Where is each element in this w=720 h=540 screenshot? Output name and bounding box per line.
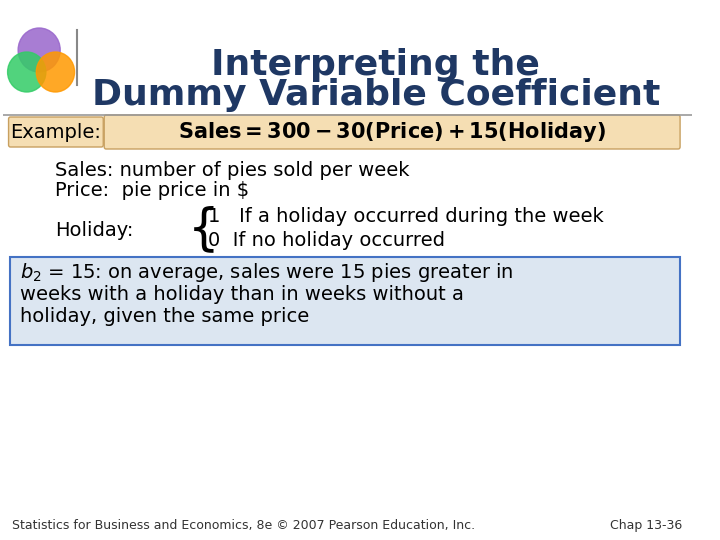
Text: $\mathbf{Sales = 300 - 30(Price) + 15(Holiday)}$: $\mathbf{Sales = 300 - 30(Price) + 15(Ho… (179, 120, 606, 144)
Text: 0  If no holiday occurred: 0 If no holiday occurred (209, 231, 446, 249)
Text: Holiday:: Holiday: (55, 220, 134, 240)
Text: Statistics for Business and Economics, 8e © 2007 Pearson Education, Inc.: Statistics for Business and Economics, 8… (12, 519, 475, 532)
Circle shape (8, 52, 46, 92)
Text: Chap 13-36: Chap 13-36 (610, 519, 682, 532)
Text: $\{$: $\{$ (187, 205, 215, 255)
Text: holiday, given the same price: holiday, given the same price (20, 307, 310, 327)
Text: $b_2$ = 15: on average, sales were 15 pies greater in: $b_2$ = 15: on average, sales were 15 pi… (20, 261, 513, 285)
FancyBboxPatch shape (104, 115, 680, 149)
Circle shape (36, 52, 75, 92)
Text: Example:: Example: (10, 123, 101, 141)
Text: Dummy Variable Coefficient: Dummy Variable Coefficient (91, 78, 660, 112)
Text: 1   If a holiday occurred during the week: 1 If a holiday occurred during the week (209, 207, 604, 226)
Text: Interpreting the: Interpreting the (212, 48, 540, 82)
Circle shape (18, 28, 60, 72)
Text: Price:  pie price in $: Price: pie price in $ (55, 180, 250, 199)
Text: Sales: number of pies sold per week: Sales: number of pies sold per week (55, 160, 410, 179)
FancyBboxPatch shape (9, 117, 103, 147)
FancyBboxPatch shape (11, 257, 680, 345)
Text: weeks with a holiday than in weeks without a: weeks with a holiday than in weeks witho… (20, 286, 464, 305)
